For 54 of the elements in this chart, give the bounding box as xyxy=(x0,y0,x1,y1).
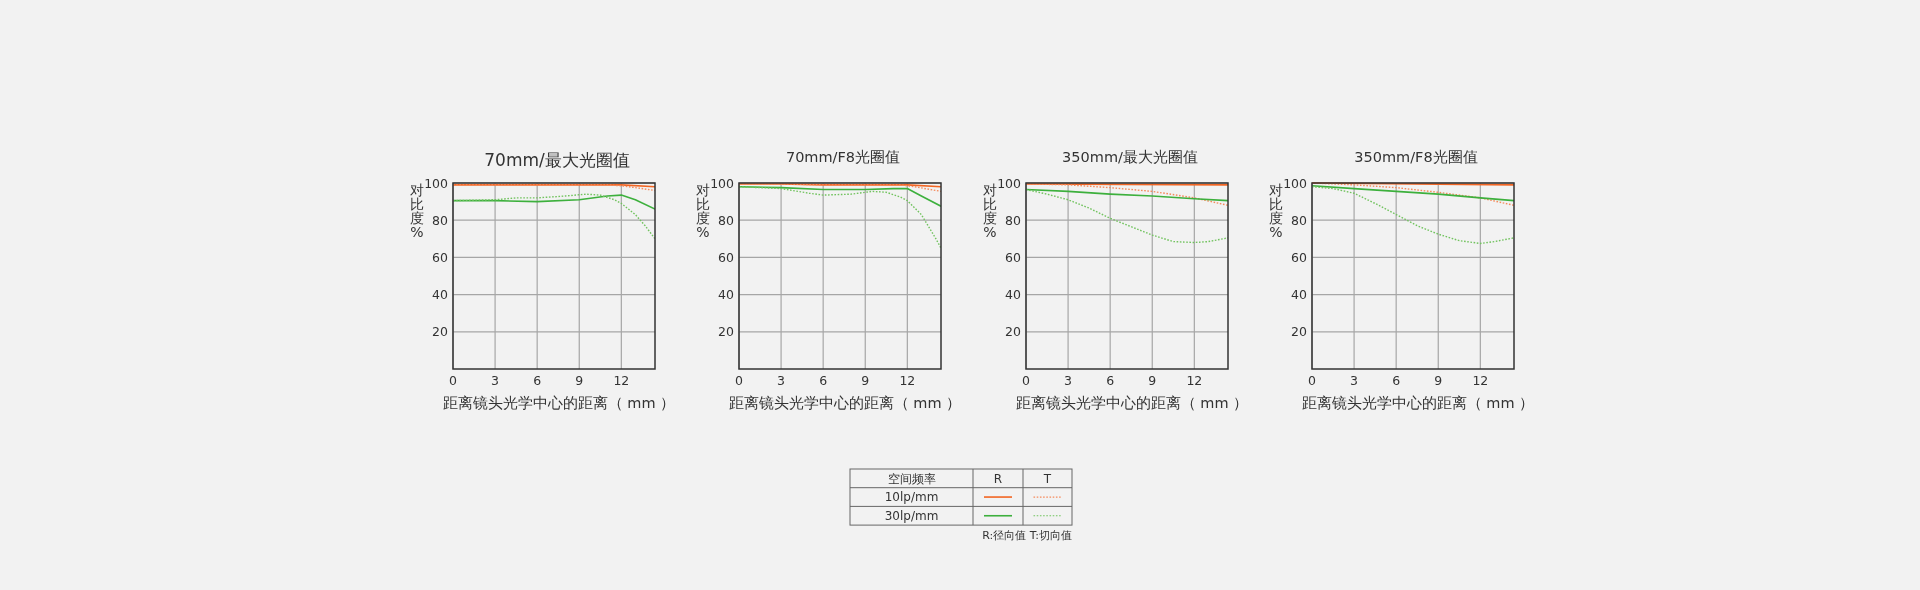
x-tick-label: 9 xyxy=(1434,373,1443,388)
x-tick-label: 6 xyxy=(1106,373,1115,388)
y-tick-label: 40 xyxy=(432,287,449,303)
y-axis-title: 对比度% xyxy=(696,182,710,240)
y-tick-label: 100 xyxy=(997,175,1022,191)
x-axis-title: 距离镜头光学中心的距离（ mm ） xyxy=(442,395,676,411)
y-tick-label: 20 xyxy=(718,324,735,340)
x-axis-title: 距离镜头光学中心的距离（ mm ） xyxy=(728,395,962,411)
y-tick-label: 80 xyxy=(432,212,449,228)
x-tick-label: 6 xyxy=(533,373,542,388)
y-tick-label: 60 xyxy=(718,249,735,265)
chart-title: 70mm/最大光圈值 xyxy=(484,150,630,170)
y-tick-label: 40 xyxy=(718,287,735,303)
y-tick-label: 60 xyxy=(1291,249,1308,265)
x-axis-title: 距离镜头光学中心的距离（ mm ） xyxy=(1301,395,1535,411)
y-tick-label: 60 xyxy=(1005,249,1022,265)
x-tick-label: 0 xyxy=(449,373,458,388)
y-tick-label: 80 xyxy=(718,212,735,228)
legend: 空间频率 R T 10lp/mm 30lp/mm R:径向值 T:切向值 xyxy=(849,468,1073,543)
chart-title: 350mm/F8光圈值 xyxy=(1354,149,1478,165)
legend-title: 空间频率 xyxy=(887,471,936,486)
x-tick-label: 3 xyxy=(491,373,500,388)
x-tick-label: 0 xyxy=(1308,373,1317,388)
x-tick-label: 12 xyxy=(1472,373,1489,388)
x-tick-label: 0 xyxy=(735,373,744,388)
x-tick-label: 6 xyxy=(819,373,828,388)
y-tick-label: 60 xyxy=(432,249,449,265)
y-tick-label: 80 xyxy=(1291,212,1308,228)
x-tick-label: 12 xyxy=(613,373,630,388)
y-tick-label: 80 xyxy=(1005,212,1022,228)
y-tick-label: 20 xyxy=(432,324,449,340)
y-axis-title: 对比度% xyxy=(1269,182,1283,240)
x-tick-label: 9 xyxy=(861,373,870,388)
x-tick-label: 3 xyxy=(777,373,786,388)
y-tick-label: 40 xyxy=(1005,287,1022,303)
y-tick-label: 40 xyxy=(1291,287,1308,303)
x-tick-label: 12 xyxy=(899,373,916,388)
chart-title: 70mm/F8光圈值 xyxy=(785,149,901,165)
x-tick-label: 3 xyxy=(1350,373,1359,388)
y-axis-title: 对比度% xyxy=(983,182,997,240)
y-tick-label: 20 xyxy=(1005,324,1022,340)
y-tick-label: 100 xyxy=(424,175,449,191)
x-tick-label: 3 xyxy=(1064,373,1073,388)
x-tick-label: 6 xyxy=(1392,373,1401,388)
x-tick-label: 9 xyxy=(575,373,584,388)
x-axis-title: 距离镜头光学中心的距离（ mm ） xyxy=(1015,395,1249,411)
y-tick-label: 20 xyxy=(1291,324,1308,340)
x-tick-label: 0 xyxy=(1022,373,1031,388)
x-tick-label: 12 xyxy=(1186,373,1203,388)
y-tick-label: 100 xyxy=(1283,175,1308,191)
x-tick-label: 9 xyxy=(1148,373,1157,388)
y-tick-label: 100 xyxy=(710,175,735,191)
chart-title: 350mm/最大光圈值 xyxy=(1062,149,1198,165)
y-axis-title: 对比度% xyxy=(410,182,424,240)
